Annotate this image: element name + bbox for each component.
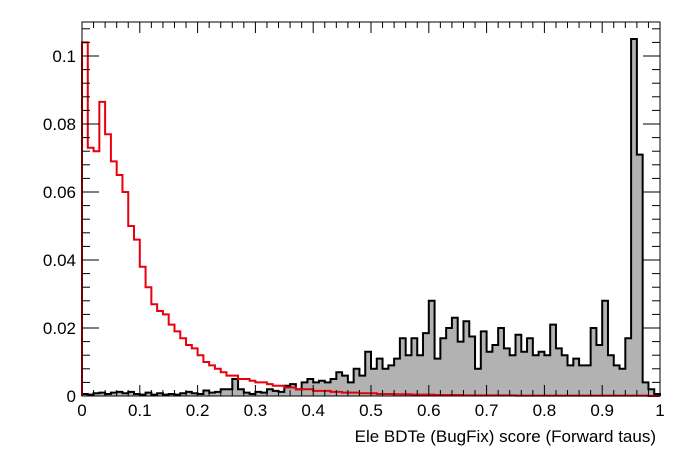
y-tick-label: 0.1 xyxy=(52,47,76,66)
series-0-outline xyxy=(81,38,661,396)
x-tick-label: 0.1 xyxy=(128,401,152,420)
x-tick-label: 0.2 xyxy=(186,401,210,420)
series-0-fill xyxy=(82,39,660,396)
x-tick-label: 0.5 xyxy=(359,401,383,420)
x-tick-label: 0.4 xyxy=(301,401,325,420)
x-tick-label: 0.3 xyxy=(244,401,268,420)
axis-ticks xyxy=(81,22,661,397)
x-tick-label: 0.6 xyxy=(417,401,441,420)
tick-labels: 0 0.1 0.2 0.3 0.4 0.5 0.6 0.7 0.8 0.9 1 0 0.02 0.04 0.… xyxy=(43,47,665,420)
x-tick-label: 0 xyxy=(77,401,86,420)
y-tick-label: 0 xyxy=(67,387,76,406)
x-tick-label: 0.8 xyxy=(533,401,557,420)
y-tick-label: 0.02 xyxy=(43,319,76,338)
x-axis-label: Ele BDTe (BugFix) score (Forward taus) xyxy=(355,427,656,446)
x-tick-label: 1 xyxy=(655,401,664,420)
y-tick-label: 0.04 xyxy=(43,251,76,270)
x-tick-label: 0.9 xyxy=(590,401,614,420)
y-tick-label: 0.06 xyxy=(43,183,76,202)
y-tick-label: 0.08 xyxy=(43,115,76,134)
x-tick-label: 0.7 xyxy=(475,401,499,420)
